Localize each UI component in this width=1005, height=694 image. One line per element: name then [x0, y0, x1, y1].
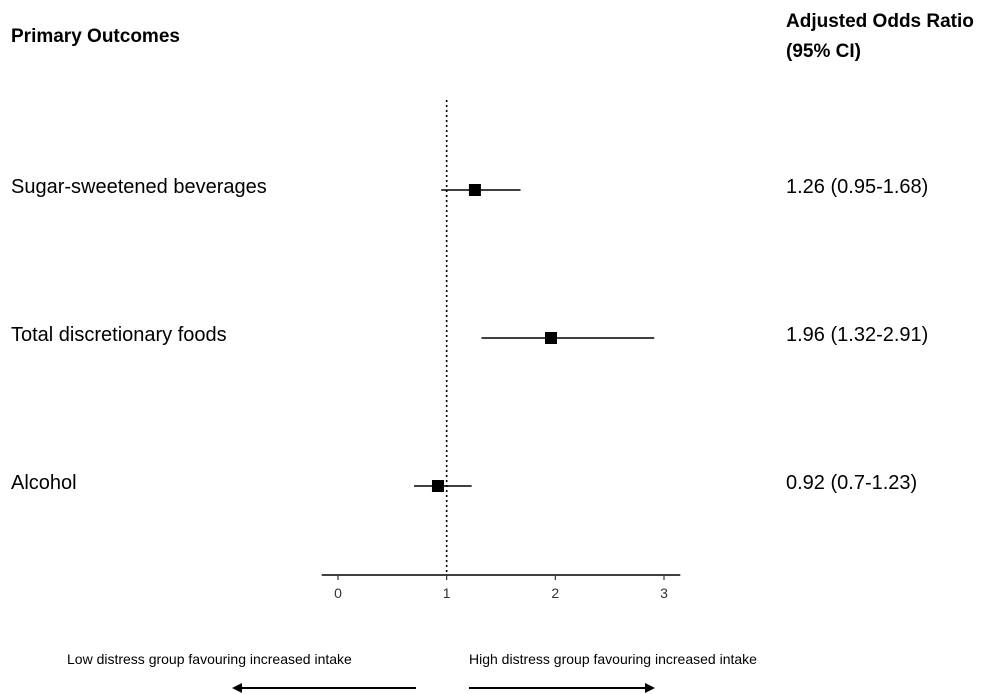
low-distress-favour-label: Low distress group favouring increased i…	[67, 651, 352, 667]
odds-ratio-column-header: Adjusted Odds Ratio (95% CI)	[786, 7, 974, 67]
odds-ratio-value-alcohol: 0.92 (0.7-1.23)	[786, 472, 918, 494]
odds-ratio-value-discretionary: 1.96 (1.32-2.91)	[786, 324, 929, 346]
x-tick-label-1: 1	[443, 585, 451, 601]
outcome-label-alcohol: Alcohol	[11, 472, 77, 494]
high-distress-favour-label: High distress group favouring increased …	[469, 651, 757, 667]
outcome-label-ssb: Sugar-sweetened beverages	[11, 176, 267, 198]
outcome-label-discretionary: Total discretionary foods	[11, 324, 227, 346]
odds-ratio-value-ssb: 1.26 (0.95-1.68)	[786, 176, 929, 198]
estimate-point-0	[468, 184, 481, 196]
x-tick-label-0: 0	[334, 585, 342, 601]
x-tick-label-3: 3	[660, 585, 668, 601]
estimate-point-2	[431, 480, 444, 492]
x-tick-label-2: 2	[551, 585, 559, 601]
estimate-marks	[414, 184, 655, 492]
outcomes-column-header: Primary Outcomes	[11, 26, 180, 47]
odds-ratio-header-line1: Adjusted Odds Ratio	[786, 11, 974, 32]
estimate-point-1	[544, 332, 557, 344]
x-axis-ticks: 0 1 2 3	[334, 575, 668, 601]
odds-ratio-header-line2: (95% CI)	[786, 41, 861, 62]
